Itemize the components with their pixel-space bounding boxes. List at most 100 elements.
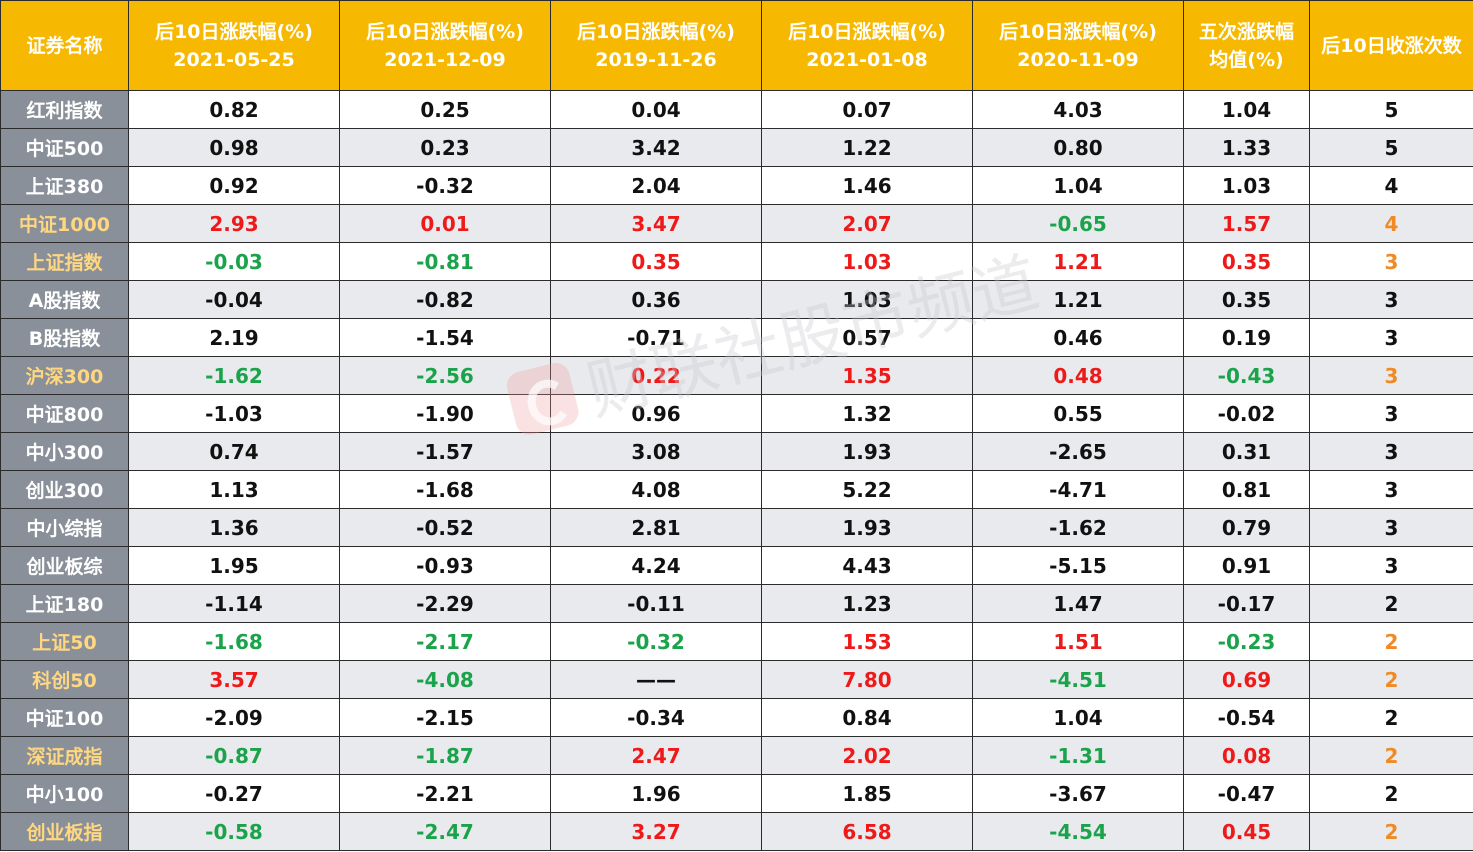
return-value-cell: -2.21 (339, 774, 551, 813)
return-value-cell: 2.07 (761, 204, 973, 243)
security-name-cell: 红利指数 (0, 90, 129, 129)
security-name-cell: 上证380 (0, 166, 129, 205)
return-value-cell: -0.27 (128, 774, 340, 813)
table-row: 上证180 -1.14 -2.29 -0.11 1.23 1.47 -0.17 2 (0, 584, 1473, 623)
return-value-cell: -2.29 (339, 584, 551, 623)
average-return-cell: 1.33 (1183, 128, 1310, 167)
security-name-cell: 中证1000 (0, 204, 129, 243)
return-value-cell: 1.51 (972, 622, 1184, 661)
up-count-cell: 2 (1309, 736, 1473, 775)
return-value-cell: -0.81 (339, 242, 551, 281)
up-count-cell: 4 (1309, 204, 1473, 243)
return-value-cell: 1.04 (972, 698, 1184, 737)
return-value-cell: 4.03 (972, 90, 1184, 129)
return-value-cell: -4.71 (972, 470, 1184, 509)
return-value-cell: 3.08 (550, 432, 762, 471)
return-value-cell: 0.23 (339, 128, 551, 167)
average-return-cell: 0.19 (1183, 318, 1310, 357)
header-return-2021-01-08: 后10日涨跌幅(%) 2021-01-08 (761, 0, 973, 91)
return-value-cell: 1.93 (761, 432, 973, 471)
return-value-cell: 0.84 (761, 698, 973, 737)
up-count-cell: 3 (1309, 318, 1473, 357)
return-value-cell: 5.22 (761, 470, 973, 509)
return-value-cell: 1.23 (761, 584, 973, 623)
header-security-name: 证券名称 (0, 0, 129, 91)
table-row: 中证500 0.98 0.23 3.42 1.22 0.80 1.33 5 (0, 128, 1473, 167)
return-value-cell: -1.31 (972, 736, 1184, 775)
return-value-cell: -1.14 (128, 584, 340, 623)
return-value-cell: 0.74 (128, 432, 340, 471)
header-return-2021-12-09: 后10日涨跌幅(%) 2021-12-09 (339, 0, 551, 91)
up-count-cell: 5 (1309, 128, 1473, 167)
return-value-cell: 2.81 (550, 508, 762, 547)
security-name-cell: 深证成指 (0, 736, 129, 775)
security-name-cell: 上证指数 (0, 242, 129, 281)
security-name-cell: 科创50 (0, 660, 129, 699)
header-average-return: 五次涨跌幅 均值(%) (1183, 0, 1310, 91)
security-name-cell: 上证50 (0, 622, 129, 661)
security-name-cell: 上证180 (0, 584, 129, 623)
return-value-cell: -0.93 (339, 546, 551, 585)
return-value-cell: -1.62 (128, 356, 340, 395)
average-return-cell: 0.08 (1183, 736, 1310, 775)
security-name-cell: B股指数 (0, 318, 129, 357)
average-return-cell: -0.02 (1183, 394, 1310, 433)
return-value-cell: -0.82 (339, 280, 551, 319)
table-row: 上证380 0.92 -0.32 2.04 1.46 1.04 1.03 4 (0, 166, 1473, 205)
return-value-cell: 0.46 (972, 318, 1184, 357)
return-value-cell: -1.54 (339, 318, 551, 357)
security-name-cell: 中小综指 (0, 508, 129, 547)
average-return-cell: -0.43 (1183, 356, 1310, 395)
return-value-cell: -2.15 (339, 698, 551, 737)
table-header: 证券名称 后10日涨跌幅(%) 2021-05-25 后10日涨跌幅(%) 2021… (0, 0, 1473, 91)
table-row: 创业300 1.13 -1.68 4.08 5.22 -4.71 0.81 3 (0, 470, 1473, 509)
return-value-cell: 7.80 (761, 660, 973, 699)
return-value-cell: -0.32 (339, 166, 551, 205)
average-return-cell: -0.54 (1183, 698, 1310, 737)
return-value-cell: -2.09 (128, 698, 340, 737)
security-name-cell: 中小100 (0, 774, 129, 813)
security-name-cell: 创业300 (0, 470, 129, 509)
up-count-cell: 2 (1309, 698, 1473, 737)
return-value-cell: 4.24 (550, 546, 762, 585)
table-row: 中证1000 2.93 0.01 3.47 2.07 -0.65 1.57 4 (0, 204, 1473, 243)
table-row: 中小100 -0.27 -2.21 1.96 1.85 -3.67 -0.47 2 (0, 774, 1473, 813)
up-count-cell: 5 (1309, 90, 1473, 129)
return-value-cell: 1.21 (972, 280, 1184, 319)
return-value-cell: 0.82 (128, 90, 340, 129)
table-row: 科创50 3.57 -4.08 —— 7.80 -4.51 0.69 2 (0, 660, 1473, 699)
return-value-cell: 0.01 (339, 204, 551, 243)
return-value-cell: 2.47 (550, 736, 762, 775)
up-count-cell: 3 (1309, 394, 1473, 433)
security-name-cell: 中证100 (0, 698, 129, 737)
security-name-cell: 创业板综 (0, 546, 129, 585)
header-return-2019-11-26: 后10日涨跌幅(%) 2019-11-26 (550, 0, 762, 91)
return-value-cell: 0.92 (128, 166, 340, 205)
up-count-cell: 3 (1309, 470, 1473, 509)
return-value-cell: 0.07 (761, 90, 973, 129)
security-name-cell: 中小300 (0, 432, 129, 471)
return-value-cell: 1.53 (761, 622, 973, 661)
return-value-cell: 1.36 (128, 508, 340, 547)
return-value-cell: -2.17 (339, 622, 551, 661)
average-return-cell: -0.23 (1183, 622, 1310, 661)
table-row: 沪深300 -1.62 -2.56 0.22 1.35 0.48 -0.43 3 (0, 356, 1473, 395)
return-value-cell: 0.22 (550, 356, 762, 395)
return-value-cell: -2.65 (972, 432, 1184, 471)
average-return-cell: -0.47 (1183, 774, 1310, 813)
security-name-cell: 中证800 (0, 394, 129, 433)
return-value-cell: 1.04 (972, 166, 1184, 205)
return-value-cell: 4.43 (761, 546, 973, 585)
return-value-cell: 6.58 (761, 812, 973, 851)
return-value-cell: 1.47 (972, 584, 1184, 623)
return-value-cell: -1.62 (972, 508, 1184, 547)
header-return-2020-11-09: 后10日涨跌幅(%) 2020-11-09 (972, 0, 1184, 91)
return-value-cell: 3.47 (550, 204, 762, 243)
average-return-cell: 1.04 (1183, 90, 1310, 129)
up-count-cell: 3 (1309, 546, 1473, 585)
up-count-cell: 2 (1309, 660, 1473, 699)
return-value-cell: -0.34 (550, 698, 762, 737)
up-count-cell: 3 (1309, 356, 1473, 395)
return-value-cell: -0.58 (128, 812, 340, 851)
up-count-cell: 3 (1309, 508, 1473, 547)
